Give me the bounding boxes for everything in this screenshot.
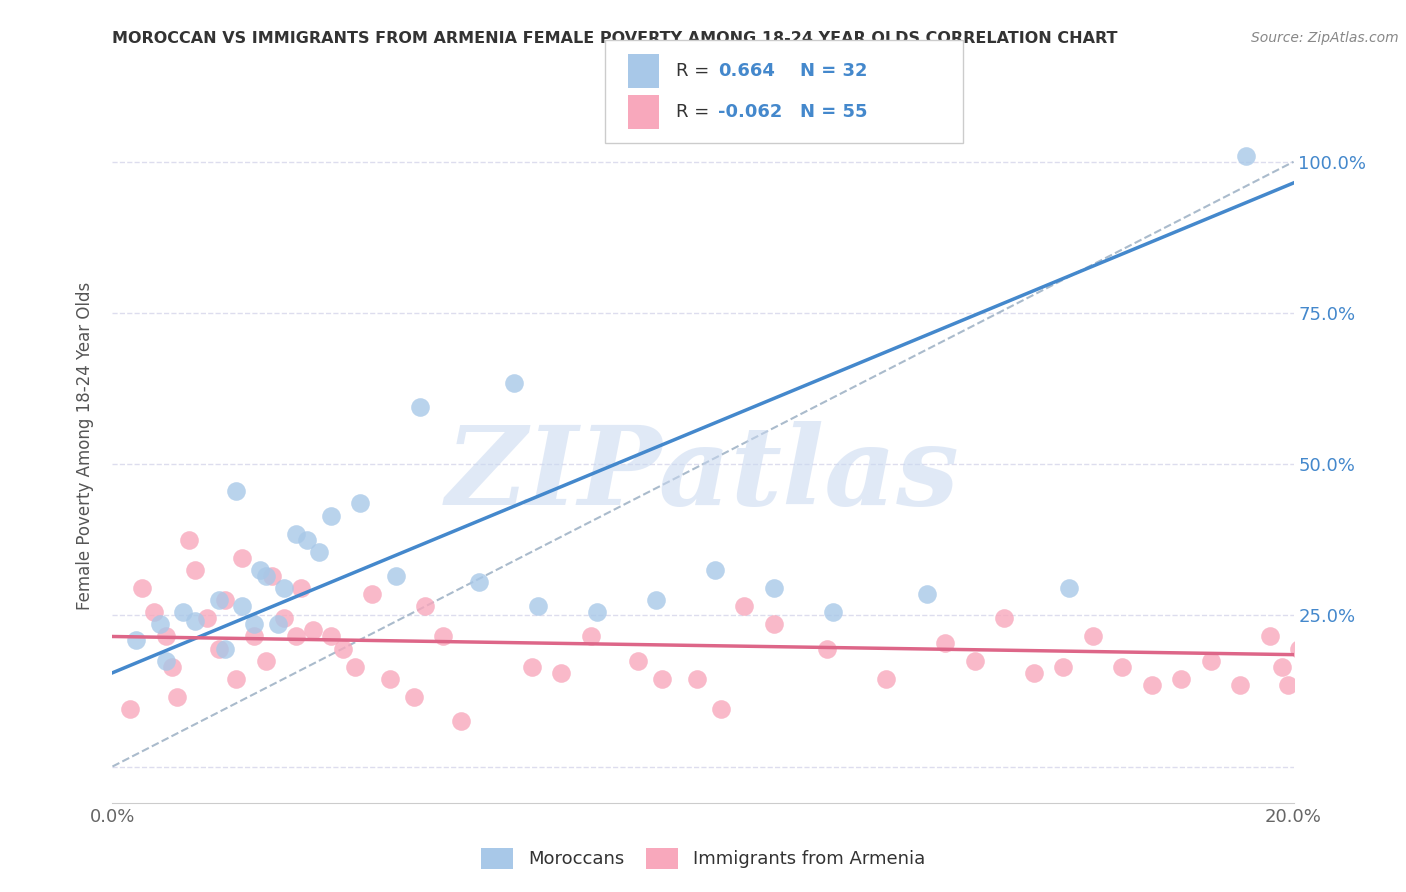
Point bbox=[1081, 630, 1104, 644]
Point bbox=[686, 672, 709, 686]
Point bbox=[208, 593, 231, 607]
Point bbox=[934, 635, 956, 649]
Point bbox=[815, 641, 838, 656]
Text: N = 32: N = 32 bbox=[800, 62, 868, 79]
Text: 0.664: 0.664 bbox=[718, 62, 775, 79]
Point bbox=[1234, 149, 1257, 163]
Point bbox=[361, 587, 384, 601]
Point bbox=[917, 587, 939, 601]
Point bbox=[1170, 672, 1192, 686]
Point bbox=[703, 563, 725, 577]
Point bbox=[214, 593, 236, 607]
Point bbox=[142, 605, 165, 619]
Point bbox=[332, 641, 354, 656]
Point bbox=[284, 630, 307, 644]
Text: MOROCCAN VS IMMIGRANTS FROM ARMENIA FEMALE POVERTY AMONG 18-24 YEAR OLDS CORRELA: MOROCCAN VS IMMIGRANTS FROM ARMENIA FEMA… bbox=[112, 31, 1118, 46]
Point bbox=[503, 376, 526, 390]
Point bbox=[875, 672, 897, 686]
Point bbox=[385, 569, 408, 583]
Point bbox=[195, 611, 218, 625]
Point bbox=[963, 654, 986, 668]
Point bbox=[208, 641, 231, 656]
Point bbox=[1199, 654, 1222, 668]
Point bbox=[762, 617, 785, 632]
Point bbox=[225, 672, 247, 686]
Point bbox=[1271, 659, 1294, 673]
Point bbox=[343, 659, 366, 673]
Point bbox=[432, 630, 454, 644]
Point bbox=[1057, 581, 1080, 595]
Point bbox=[733, 599, 755, 614]
Point bbox=[1052, 659, 1074, 673]
Point bbox=[1288, 641, 1310, 656]
Point bbox=[550, 665, 572, 680]
Point bbox=[131, 581, 153, 595]
Point bbox=[627, 654, 650, 668]
Point bbox=[297, 533, 319, 547]
Point bbox=[644, 593, 666, 607]
Point bbox=[243, 630, 266, 644]
Point bbox=[450, 714, 472, 728]
Point bbox=[231, 599, 253, 614]
Point bbox=[1258, 630, 1281, 644]
Point bbox=[172, 605, 194, 619]
Point bbox=[243, 617, 266, 632]
Point bbox=[179, 533, 201, 547]
Point bbox=[319, 508, 342, 523]
Point bbox=[267, 617, 290, 632]
Point bbox=[260, 569, 283, 583]
Point bbox=[155, 654, 177, 668]
Point bbox=[214, 641, 236, 656]
Text: R =: R = bbox=[676, 62, 710, 79]
Point bbox=[302, 624, 325, 638]
Point bbox=[1229, 678, 1251, 692]
Point bbox=[710, 702, 733, 716]
Point bbox=[319, 630, 342, 644]
Point bbox=[520, 659, 543, 673]
Point bbox=[149, 617, 172, 632]
Point bbox=[579, 630, 602, 644]
Point bbox=[254, 569, 277, 583]
Point bbox=[120, 702, 142, 716]
Point bbox=[125, 632, 148, 647]
Text: -0.062: -0.062 bbox=[718, 103, 783, 121]
Text: N = 55: N = 55 bbox=[800, 103, 868, 121]
Point bbox=[402, 690, 425, 704]
Text: ZIPatlas: ZIPatlas bbox=[446, 421, 960, 528]
Point bbox=[1022, 665, 1045, 680]
Y-axis label: Female Poverty Among 18-24 Year Olds: Female Poverty Among 18-24 Year Olds bbox=[76, 282, 94, 610]
Point bbox=[184, 615, 207, 629]
Point bbox=[160, 659, 183, 673]
Point bbox=[231, 550, 253, 565]
Point bbox=[308, 545, 330, 559]
Point bbox=[273, 581, 295, 595]
Point bbox=[1140, 678, 1163, 692]
Legend: Moroccans, Immigrants from Armenia: Moroccans, Immigrants from Armenia bbox=[474, 840, 932, 876]
Text: Source: ZipAtlas.com: Source: ZipAtlas.com bbox=[1251, 31, 1399, 45]
Point bbox=[526, 599, 548, 614]
Point bbox=[415, 599, 437, 614]
Point bbox=[408, 400, 430, 414]
Point bbox=[762, 581, 785, 595]
Point bbox=[821, 605, 844, 619]
Point bbox=[254, 654, 277, 668]
Point bbox=[349, 496, 371, 510]
Point bbox=[1277, 678, 1299, 692]
Point bbox=[184, 563, 207, 577]
Point bbox=[651, 672, 673, 686]
Text: R =: R = bbox=[676, 103, 710, 121]
Point bbox=[585, 605, 607, 619]
Point bbox=[284, 526, 307, 541]
Point bbox=[993, 611, 1015, 625]
Point bbox=[155, 630, 177, 644]
Point bbox=[1111, 659, 1133, 673]
Point bbox=[290, 581, 312, 595]
Point bbox=[273, 611, 295, 625]
Point bbox=[225, 484, 247, 499]
Point bbox=[378, 672, 401, 686]
Point bbox=[166, 690, 188, 704]
Point bbox=[467, 575, 489, 590]
Point bbox=[249, 563, 271, 577]
